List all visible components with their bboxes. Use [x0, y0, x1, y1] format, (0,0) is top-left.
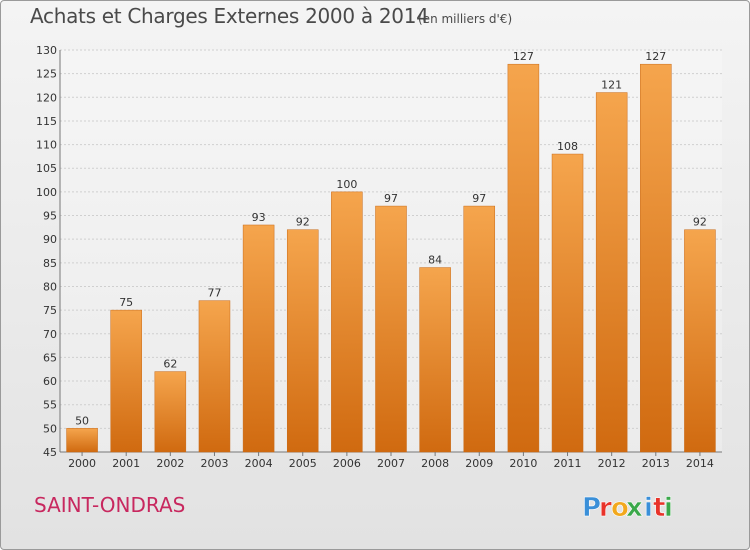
bar: [419, 267, 451, 453]
bar: [154, 371, 187, 453]
x-tick-label: 2005: [289, 457, 317, 470]
bar-value-label: 92: [693, 216, 707, 229]
logo-letter: t: [653, 493, 665, 523]
bar-value-label: 50: [75, 414, 89, 427]
bar-value-label: 97: [472, 192, 486, 205]
x-tick-label: 2014: [686, 457, 714, 470]
y-tick-label: 65: [43, 351, 57, 364]
bar: [507, 63, 540, 453]
bar: [463, 205, 496, 453]
bar: [331, 191, 363, 453]
bar: [640, 63, 672, 453]
bar-value-label: 75: [119, 296, 133, 309]
bar-value-label: 108: [557, 140, 578, 153]
x-tick-label: 2004: [245, 457, 273, 470]
x-tick-label: 2002: [156, 457, 184, 470]
x-tick-label: 2010: [509, 457, 537, 470]
bar-value-label: 93: [252, 211, 266, 224]
x-tick-label: 2006: [333, 457, 361, 470]
x-tick-label: 2000: [68, 457, 96, 470]
y-tick-label: 115: [36, 115, 57, 128]
y-tick-label: 120: [36, 91, 57, 104]
bar-value-label: 77: [207, 287, 221, 300]
y-tick-label: 45: [43, 446, 57, 459]
bar: [110, 309, 142, 453]
x-tick-label: 2011: [554, 457, 582, 470]
logo-letter: o: [611, 493, 629, 523]
y-tick-label: 70: [43, 328, 57, 341]
x-tick-label: 2008: [421, 457, 449, 470]
commune-name: SAINT-ONDRAS: [34, 493, 186, 517]
bar: [66, 428, 98, 453]
y-tick-label: 95: [43, 210, 57, 223]
bar: [595, 92, 628, 453]
logo-letter: i: [644, 493, 653, 523]
y-tick-label: 130: [36, 44, 57, 57]
bar-value-label: 127: [513, 50, 534, 63]
x-tick-label: 2003: [200, 457, 228, 470]
bar-value-label: 84: [428, 254, 442, 267]
y-tick-label: 50: [43, 422, 57, 435]
x-tick-label: 2007: [377, 457, 405, 470]
x-tick-label: 2001: [112, 457, 140, 470]
bar: [551, 153, 584, 453]
bar-value-label: 121: [601, 79, 622, 92]
logo-letter: x: [626, 493, 643, 523]
chart-unit: (en milliers d'€): [418, 12, 513, 26]
y-tick-label: 60: [43, 375, 57, 388]
bar: [286, 229, 319, 453]
y-tick-label: 105: [36, 162, 57, 175]
bar: [198, 300, 231, 453]
logo-letter: i: [664, 493, 673, 523]
bar: [684, 229, 716, 453]
bar-value-label: 97: [384, 192, 398, 205]
bar-value-label: 92: [296, 216, 310, 229]
y-tick-label: 85: [43, 257, 57, 270]
y-tick-label: 110: [36, 139, 57, 152]
bar-value-label: 127: [645, 50, 666, 63]
y-tick-label: 90: [43, 233, 57, 246]
chart-title: Achats et Charges Externes 2000 à 2014: [30, 4, 429, 28]
y-tick-label: 100: [36, 186, 57, 199]
logo-letter: r: [599, 493, 612, 523]
bar: [375, 205, 407, 453]
proxiti-logo: Pr ox i ti: [582, 493, 674, 524]
x-tick-label: 2012: [598, 457, 626, 470]
x-tick-label: 2013: [642, 457, 670, 470]
x-tick-label: 2009: [465, 457, 493, 470]
bar: [242, 224, 275, 453]
y-tick-label: 75: [43, 304, 57, 317]
y-tick-label: 55: [43, 399, 57, 412]
logo-letter: P: [582, 493, 601, 523]
y-tick-label: 125: [36, 68, 57, 81]
bar-value-label: 100: [336, 178, 357, 191]
bar-value-label: 62: [163, 358, 177, 371]
y-tick-label: 80: [43, 280, 57, 293]
